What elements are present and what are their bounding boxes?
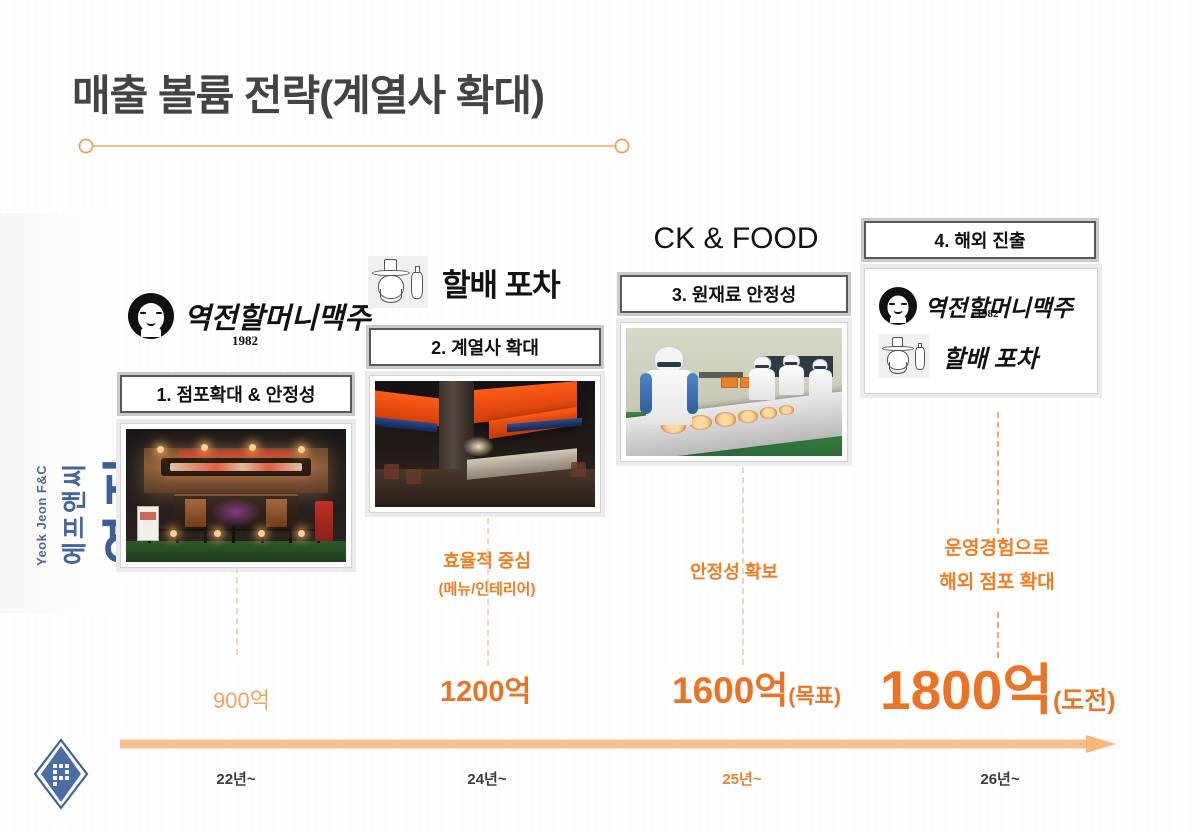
caption-main-2: 효율적 중심 <box>443 551 531 571</box>
caption-main-4: 운영경험으로 <box>944 538 1050 559</box>
stage-photo-2[interactable] <box>365 371 605 517</box>
brand-year-1: 1982 <box>232 333 258 348</box>
granny-face-icon-2 <box>878 286 917 325</box>
brand-name-3: CK & FOOD <box>653 222 819 255</box>
title-underline-rule <box>78 138 630 154</box>
stage-photo-3[interactable] <box>616 318 852 466</box>
brand-name-2: 할배 포차 <box>442 267 561 303</box>
company-name-kr-small: 에프앤씨 <box>61 460 89 565</box>
revenue-figure-3: 1600억 (목표) <box>672 660 841 714</box>
company-logo-sidebar: 역전 에프앤씨 Yeok Jeon F&C <box>0 213 162 810</box>
logo-row-1: 역전할머니맥주 <box>878 281 1083 331</box>
timeline-year-4: 26년~ <box>980 771 1020 788</box>
revenue-figure-4: 1800억 (도전) <box>880 645 1116 725</box>
caption-sub-4: 해외 점포 확대 <box>939 572 1055 594</box>
revenue-note-3: (목표) <box>788 685 841 708</box>
stage-photo-4[interactable]: 역전할머니맥주 1982 할배 포차 <box>860 264 1102 398</box>
stage-photo-1[interactable] <box>116 419 356 572</box>
timeline-year-1: 22년~ <box>216 771 256 788</box>
timeline-axis-arrow <box>120 735 1116 753</box>
stage-label-3[interactable]: 3. 원재료 안정성 <box>617 272 851 316</box>
stage-caption-3: 안정성 확보 <box>634 558 834 589</box>
stage-label-2[interactable]: 2. 계열사 확대 <box>366 325 604 369</box>
connector-line-2 <box>487 518 489 666</box>
factory-worker <box>640 345 699 426</box>
logos-box-year-1: 1982 <box>976 308 999 321</box>
timeline-year-3: 25년~ <box>722 771 762 788</box>
logos-box-name-1: 역전할머니맥주 <box>924 295 1073 321</box>
caption-sub-2: (메뉴/인테리어) <box>438 581 536 598</box>
stage-label-1[interactable]: 1. 점포확대 & 안정성 <box>117 372 355 416</box>
connector-line-4 <box>997 412 999 534</box>
revenue-value-2: 1200억 <box>440 676 532 708</box>
company-diamond-mark-icon <box>33 738 89 810</box>
brand-header-2: 할배 포차 <box>368 256 561 308</box>
revenue-value-1: 900억 <box>213 688 270 713</box>
revenue-figure-2: 1200억 <box>440 668 531 710</box>
granny-face-icon <box>128 293 174 339</box>
revenue-value-3: 1600억 <box>672 670 789 711</box>
revenue-value-4: 1800억 <box>880 659 1053 721</box>
stage-label-4[interactable]: 4. 해외 진출 <box>861 218 1099 262</box>
connector-line-4b <box>997 612 999 658</box>
company-name-en: Yeok Jeon F&C <box>34 464 49 566</box>
brand-name-1: 역전할머니맥주 <box>184 303 371 335</box>
logo-row-2: 할배 포차 <box>878 331 1083 381</box>
halbae-mascot-icon-2 <box>878 334 929 379</box>
brand-header-1: 역전할머니맥주 <box>128 293 371 339</box>
halbae-mascot-icon <box>368 256 428 308</box>
caption-main-3: 안정성 확보 <box>690 562 778 582</box>
logos-box-name-2: 할배 포차 <box>942 345 1038 373</box>
stage-caption-4: 운영경험으로 해외 점포 확대 <box>897 534 1097 598</box>
page-title: 매출 볼륨 전략(계열사 확대) <box>72 72 545 119</box>
timeline-year-2: 24년~ <box>467 771 507 788</box>
stage-caption-2: 효율적 중심 (메뉴/인테리어) <box>387 547 587 599</box>
connector-line-1 <box>236 567 238 655</box>
revenue-figure-1: 900억 <box>213 683 270 715</box>
connector-line-3 <box>742 467 744 665</box>
revenue-note-4: (도전) <box>1052 687 1116 715</box>
